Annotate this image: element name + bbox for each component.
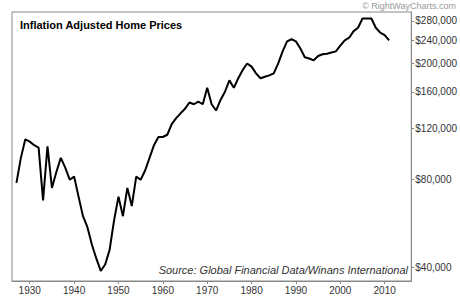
- svg-text:$120,000: $120,000: [415, 123, 457, 134]
- svg-text:Source: Global Financial Data/: Source: Global Financial Data/Winans Int…: [159, 264, 409, 276]
- svg-text:1930: 1930: [19, 285, 42, 296]
- svg-text:$80,000: $80,000: [415, 174, 452, 185]
- svg-text:1940: 1940: [63, 285, 86, 296]
- svg-text:1990: 1990: [285, 285, 308, 296]
- svg-text:1960: 1960: [152, 285, 175, 296]
- svg-text:2010: 2010: [374, 285, 397, 296]
- svg-text:$280,000: $280,000: [415, 15, 457, 26]
- svg-text:© RightWayCharts.com: © RightWayCharts.com: [362, 1, 456, 11]
- svg-text:1970: 1970: [196, 285, 219, 296]
- svg-text:$40,000: $40,000: [415, 262, 452, 273]
- svg-text:2000: 2000: [329, 285, 352, 296]
- svg-text:Inflation Adjusted Home Prices: Inflation Adjusted Home Prices: [20, 19, 182, 31]
- svg-text:1950: 1950: [107, 285, 130, 296]
- svg-text:1980: 1980: [240, 285, 263, 296]
- svg-text:$200,000: $200,000: [415, 58, 457, 69]
- svg-text:$240,000: $240,000: [415, 35, 457, 46]
- svg-text:$160,000: $160,000: [415, 86, 457, 97]
